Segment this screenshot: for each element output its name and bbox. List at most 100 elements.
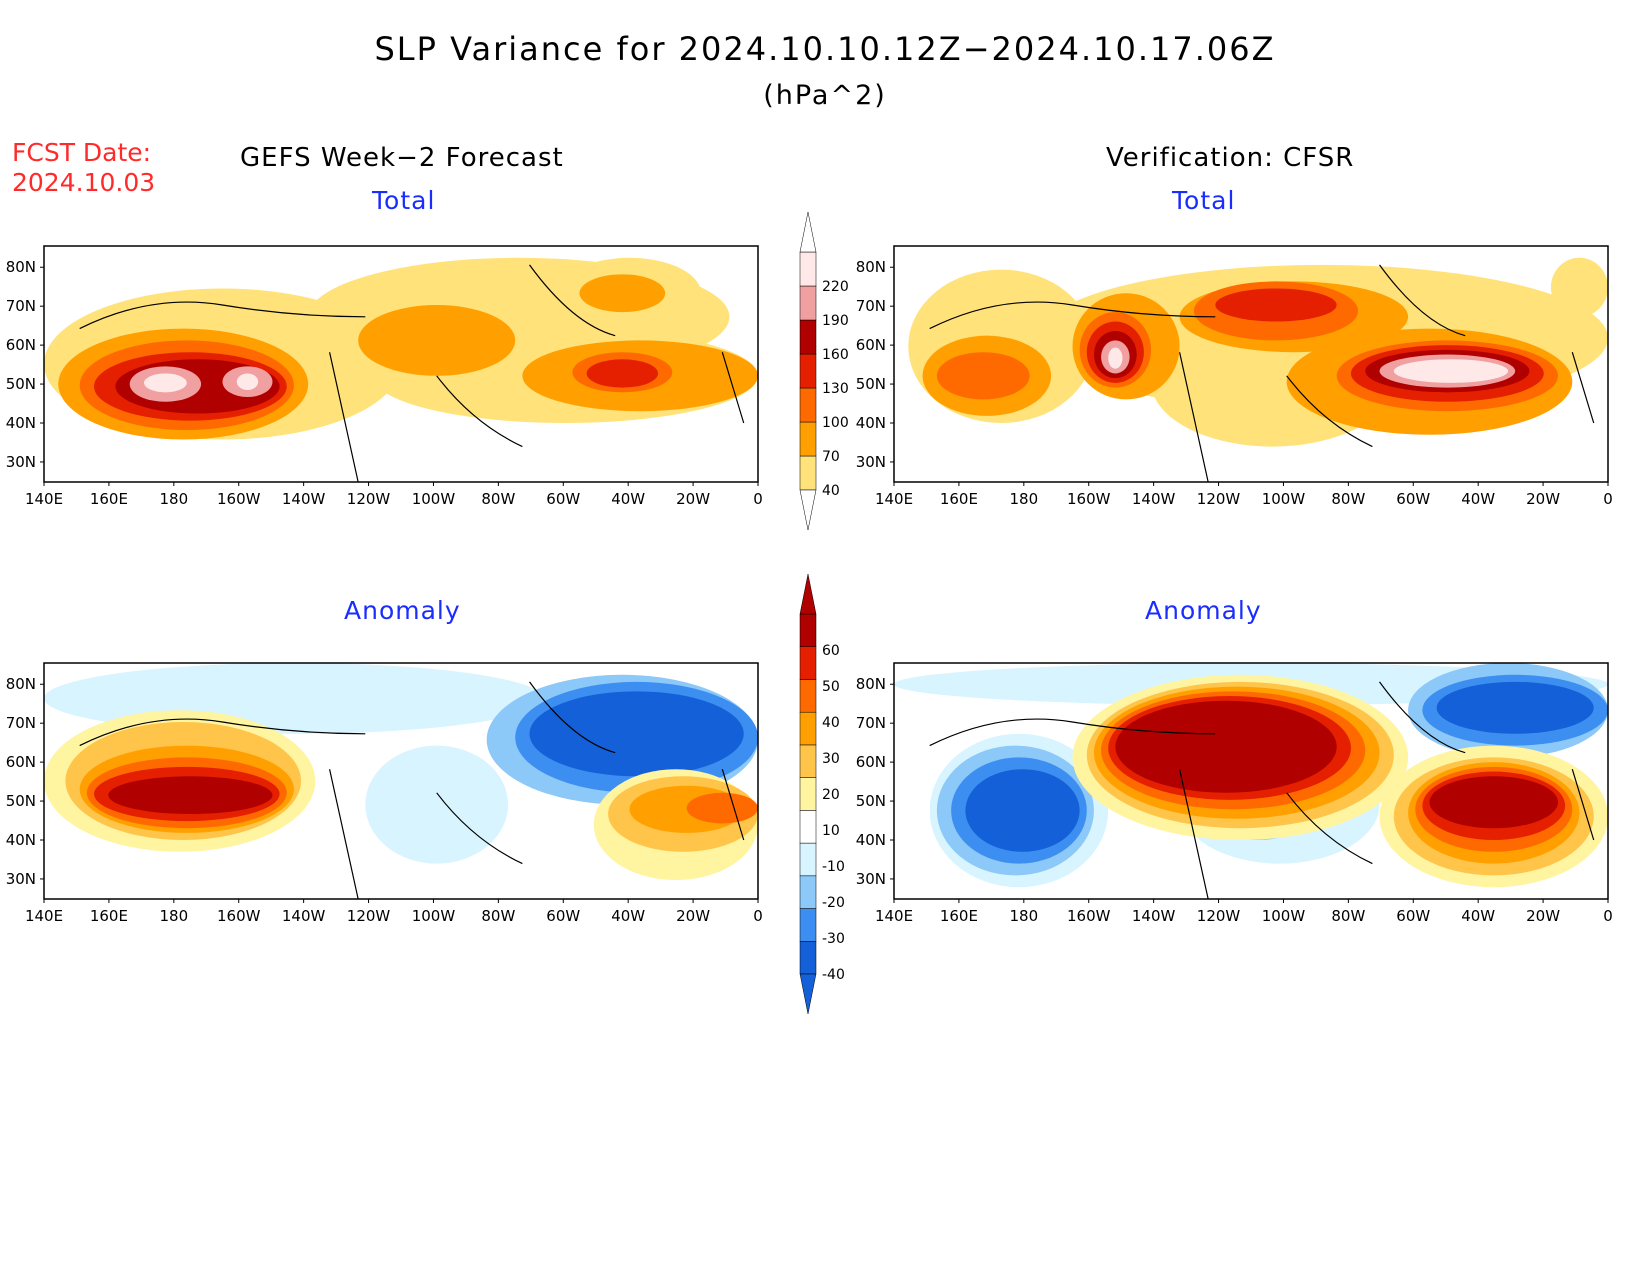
colorbar-bottom-arrow	[799, 973, 817, 1015]
lon-tick-label: 80W	[1331, 907, 1365, 925]
cfsr-total-map: 80N 70N 60N 50N 40N 30N 140E 160E 180 160W 140W 120…	[856, 245, 1613, 508]
lon-tick-label: 100W	[1262, 490, 1306, 508]
lon-tick-label: 180	[159, 490, 188, 508]
lon-tick-label: 160W	[1067, 907, 1111, 925]
lon-tick-label: 100W	[412, 490, 456, 508]
contour-blob	[1108, 347, 1123, 369]
colorbar-label: 10	[822, 823, 840, 839]
lat-tick-label: 80N	[856, 258, 886, 276]
colorbar-top-arrow	[799, 573, 817, 615]
lon-tick-label: 160E	[940, 907, 978, 925]
panel-frame	[43, 662, 759, 900]
lon-tick-label: 0	[753, 490, 763, 508]
lon-tick-label: 20W	[1526, 907, 1560, 925]
contour-blob	[1215, 288, 1337, 322]
lon-tick-label: 40W	[611, 490, 645, 508]
lon-tick-label: 140E	[25, 907, 63, 925]
contour-blob	[965, 769, 1080, 852]
colorbar-label: -30	[822, 931, 845, 947]
figure-title: SLP Variance for 2024.10.10.12Z−2024.10.…	[374, 30, 1276, 68]
lon-tick-label: 60W	[1396, 907, 1430, 925]
lon-tick-label: 160W	[217, 490, 261, 508]
lat-tick-label: 40N	[6, 831, 36, 849]
colorbar-label: 160	[822, 347, 849, 363]
lon-tick-label: 60W	[1396, 490, 1430, 508]
contour-blob	[1550, 257, 1608, 317]
contour-blob	[579, 274, 666, 313]
colorbar-label: -40	[822, 967, 845, 983]
colorbar-label: 220	[822, 279, 849, 295]
gefs-total-subtitle: Total	[372, 186, 436, 215]
lon-tick-label: 140E	[875, 490, 913, 508]
lon-tick-label: 80W	[481, 907, 515, 925]
colorbar-label: 190	[822, 313, 849, 329]
lat-tick-label: 70N	[856, 297, 886, 315]
colorbar-swatch	[799, 679, 817, 713]
lon-tick-label: 120W	[347, 490, 391, 508]
contour-blob	[358, 305, 516, 376]
coastline	[929, 264, 1595, 482]
gefs-anomaly-map: 80N 70N 60N 50N 40N 30N 140E 160E 180 160W 140W 120…	[6, 662, 763, 925]
lat-tick-label: 50N	[6, 792, 36, 810]
colorbar-swatch	[799, 455, 817, 491]
colorbar-swatch	[799, 842, 817, 877]
lon-tick-label: 160E	[90, 490, 128, 508]
colorbar-swatch	[799, 875, 817, 909]
gefs-total-shading	[44, 257, 758, 482]
lon-tick-label: 60W	[546, 490, 580, 508]
lon-tick-label: 100W	[1262, 907, 1306, 925]
coastline	[79, 264, 745, 482]
gefs-anomaly-shading	[44, 663, 758, 899]
cfsr-anomaly-map: 80N 70N 60N 50N 40N 30N 140E 160E 180 160W 140W 120…	[856, 662, 1613, 925]
contour-blob	[108, 776, 273, 815]
contour-blob	[1436, 681, 1594, 734]
colorbar-swatch	[799, 646, 817, 680]
lon-tick-label: 40W	[611, 907, 645, 925]
colorbar-label: 30	[822, 751, 840, 767]
gefs-anomaly-subtitle: Anomaly	[344, 596, 461, 625]
lon-tick-label: 140E	[875, 907, 913, 925]
lon-tick-label: 0	[1603, 907, 1613, 925]
lon-tick-label: 80W	[481, 490, 515, 508]
lon-tick-label: 140W	[282, 907, 326, 925]
lon-tick-label: 140W	[282, 490, 326, 508]
coastline	[929, 681, 1595, 899]
panel-frame	[893, 662, 1609, 900]
lat-tick-label: 40N	[856, 831, 886, 849]
panel-frame	[893, 245, 1609, 483]
lat-tick-label: 60N	[856, 753, 886, 771]
lon-tick-label: 160E	[90, 907, 128, 925]
cfsr-anomaly-subtitle: Anomaly	[1145, 596, 1262, 625]
colorbar-label: 40	[822, 715, 840, 731]
coastline	[79, 681, 745, 899]
lat-tick-label: 40N	[856, 414, 886, 432]
lon-tick-label: 160E	[940, 490, 978, 508]
lon-tick-label: 120W	[1197, 490, 1241, 508]
total-colorbar: 40 70 100 130 160 190 220	[799, 211, 849, 531]
lat-tick-label: 80N	[6, 258, 36, 276]
lon-tick-label: 20W	[1526, 490, 1560, 508]
colorbar-swatch	[799, 777, 817, 811]
colorbar-label: -20	[822, 895, 845, 911]
colorbar-top-arrow	[799, 211, 817, 253]
colorbar-label: 70	[822, 449, 840, 465]
gefs-total-map: 80N 70N 60N 50N 40N 30N 140E 160E 180 160W 140W 120…	[6, 245, 763, 508]
lon-tick-label: 180	[1009, 490, 1038, 508]
lon-tick-label: 140W	[1132, 907, 1176, 925]
figure-units: (hPa^2)	[763, 80, 887, 111]
contour-blob	[236, 373, 259, 390]
colorbar-label: 100	[822, 415, 849, 431]
colorbar-bottom-arrow	[799, 489, 817, 531]
lon-tick-label: 120W	[347, 907, 391, 925]
contour-blob	[1115, 700, 1337, 793]
colorbar-swatch	[799, 744, 817, 778]
lat-tick-label: 30N	[6, 453, 36, 471]
contour-blob	[586, 359, 659, 388]
lon-tick-label: 40W	[1461, 490, 1495, 508]
lat-tick-label: 50N	[856, 792, 886, 810]
lon-tick-label: 160W	[217, 907, 261, 925]
colorbar-label: 40	[822, 483, 840, 499]
lon-tick-label: 120W	[1197, 907, 1241, 925]
colorbar-swatch	[799, 387, 817, 423]
lat-tick-label: 30N	[6, 870, 36, 888]
